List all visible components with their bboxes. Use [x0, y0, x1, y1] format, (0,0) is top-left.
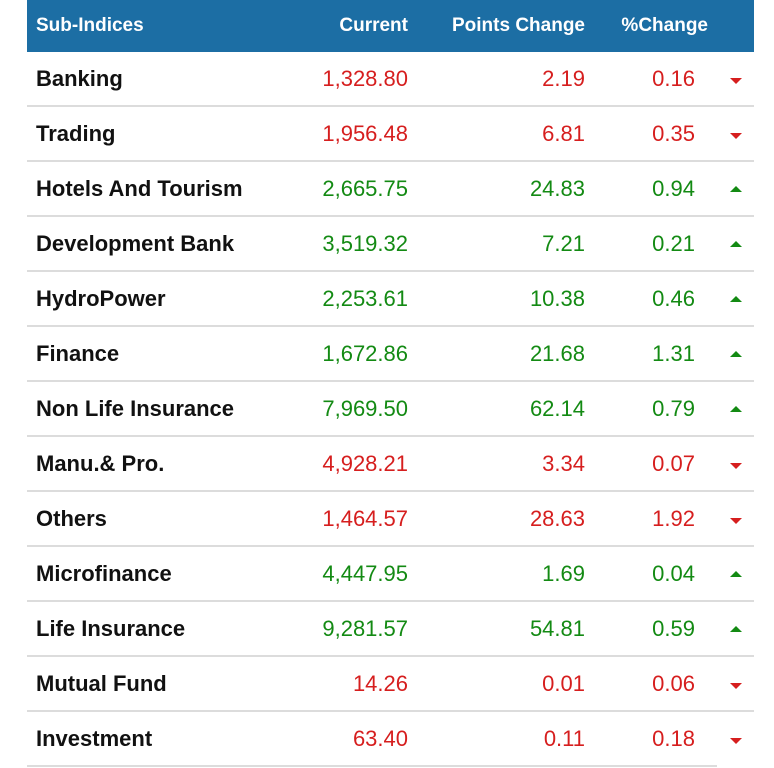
header-pct-change[interactable]: %Change	[621, 15, 708, 36]
arrow-down-icon	[730, 133, 742, 139]
arrow-down-icon	[730, 518, 742, 524]
current-value: 14.26	[352, 671, 408, 696]
table-row[interactable]: Life Insurance 9,281.57 54.81 0.59	[27, 602, 754, 657]
sub-index-name: Trading	[36, 121, 116, 146]
current-value: 3,519.32	[322, 231, 408, 256]
current-value: 63.40	[352, 726, 408, 751]
points-change: 21.68	[529, 341, 585, 366]
table-row[interactable]: Trading 1,956.48 6.81 0.35	[27, 107, 754, 162]
percent-change: 0.16	[652, 66, 695, 91]
sub-index-name: Investment	[36, 726, 153, 751]
table-row[interactable]: Finance 1,672.86 21.68 1.31	[27, 327, 754, 382]
current-value: 1,956.48	[322, 121, 408, 146]
table-row[interactable]: Banking 1,328.80 2.19 0.16	[27, 52, 754, 107]
points-change: 0.11	[543, 726, 585, 751]
sub-index-name: Development Bank	[36, 231, 235, 256]
table-row[interactable]: Non Life Insurance 7,969.50 62.14 0.79	[27, 382, 754, 437]
current-value: 4,447.95	[322, 561, 408, 586]
sub-index-name: HydroPower	[36, 286, 166, 311]
table-row[interactable]: Mutual Fund 14.26 0.01 0.06	[27, 657, 754, 712]
arrow-down-icon	[730, 78, 742, 84]
arrow-down-icon	[730, 683, 742, 689]
sub-indices-table: Sub-Indices Current Points Change %Chang…	[27, 0, 754, 767]
points-change: 28.63	[529, 506, 585, 531]
percent-change: 0.18	[652, 726, 695, 751]
arrow-down-icon	[730, 463, 742, 469]
points-change: 62.14	[529, 396, 585, 421]
sub-index-name: Life Insurance	[36, 616, 186, 641]
table-row[interactable]: Manu.& Pro. 4,928.21 3.34 0.07	[27, 437, 754, 492]
table-row[interactable]: HydroPower 2,253.61 10.38 0.46	[27, 272, 754, 327]
points-change: 0.01	[542, 671, 585, 696]
points-change: 7.21	[542, 231, 585, 256]
arrow-up-icon	[730, 241, 742, 247]
table-row[interactable]: Hotels And Tourism 2,665.75 24.83 0.94	[27, 162, 754, 217]
table-row[interactable]: Microfinance 4,447.95 1.69 0.04	[27, 547, 754, 602]
arrow-up-icon	[730, 406, 742, 412]
current-value: 9,281.57	[322, 616, 408, 641]
current-value: 1,464.57	[322, 506, 408, 531]
current-value: 1,328.80	[322, 66, 408, 91]
percent-change: 0.35	[652, 121, 695, 146]
arrow-up-icon	[730, 351, 742, 357]
table-row[interactable]: Development Bank 3,519.32 7.21 0.21	[27, 217, 754, 272]
header-sub-indices[interactable]: Sub-Indices	[36, 15, 144, 36]
sub-index-name: Non Life Insurance	[36, 396, 235, 421]
current-value: 2,253.61	[322, 286, 408, 311]
points-change: 10.38	[529, 286, 585, 311]
arrow-down-icon	[730, 738, 742, 744]
points-change: 24.83	[529, 176, 585, 201]
current-value: 7,969.50	[322, 396, 408, 421]
points-change: 3.34	[542, 451, 585, 476]
arrow-up-icon	[730, 571, 742, 577]
percent-change: 0.07	[652, 451, 695, 476]
header-points-change[interactable]: Points Change	[451, 15, 585, 36]
header-current[interactable]: Current	[339, 15, 408, 36]
table-body: Banking 1,328.80 2.19 0.16 Trading 1,956.48 6.…	[27, 52, 754, 767]
sub-index-name: Manu.& Pro.	[36, 451, 165, 476]
sub-index-name: Banking	[36, 66, 123, 91]
sub-index-name: Mutual Fund	[36, 671, 167, 696]
arrow-up-icon	[730, 626, 742, 632]
current-value: 2,665.75	[322, 176, 408, 201]
percent-change: 0.04	[652, 561, 695, 586]
points-change: 54.81	[529, 616, 585, 641]
sub-index-name: Others	[36, 506, 107, 531]
percent-change: 0.46	[652, 286, 695, 311]
sub-index-name: Microfinance	[36, 561, 172, 586]
points-change: 2.19	[542, 66, 585, 91]
percent-change: 1.31	[652, 341, 695, 366]
table-row[interactable]: Investment 63.40 0.11 0.18	[27, 712, 754, 767]
sub-index-name: Hotels And Tourism	[36, 176, 243, 201]
percent-change: 0.59	[652, 616, 695, 641]
percent-change: 0.94	[652, 176, 695, 201]
table-row[interactable]: Others 1,464.57 28.63 1.92	[27, 492, 754, 547]
sub-index-name: Finance	[36, 341, 120, 366]
percent-change: 0.79	[652, 396, 695, 421]
points-change: 6.81	[542, 121, 585, 146]
percent-change: 0.06	[652, 671, 695, 696]
current-value: 4,928.21	[322, 451, 408, 476]
current-value: 1,672.86	[322, 341, 408, 366]
percent-change: 1.92	[652, 506, 695, 531]
percent-change: 0.21	[652, 231, 695, 256]
arrow-up-icon	[730, 186, 742, 192]
points-change: 1.69	[542, 561, 585, 586]
table-header: Sub-Indices Current Points Change %Chang…	[27, 0, 754, 52]
arrow-up-icon	[730, 296, 742, 302]
